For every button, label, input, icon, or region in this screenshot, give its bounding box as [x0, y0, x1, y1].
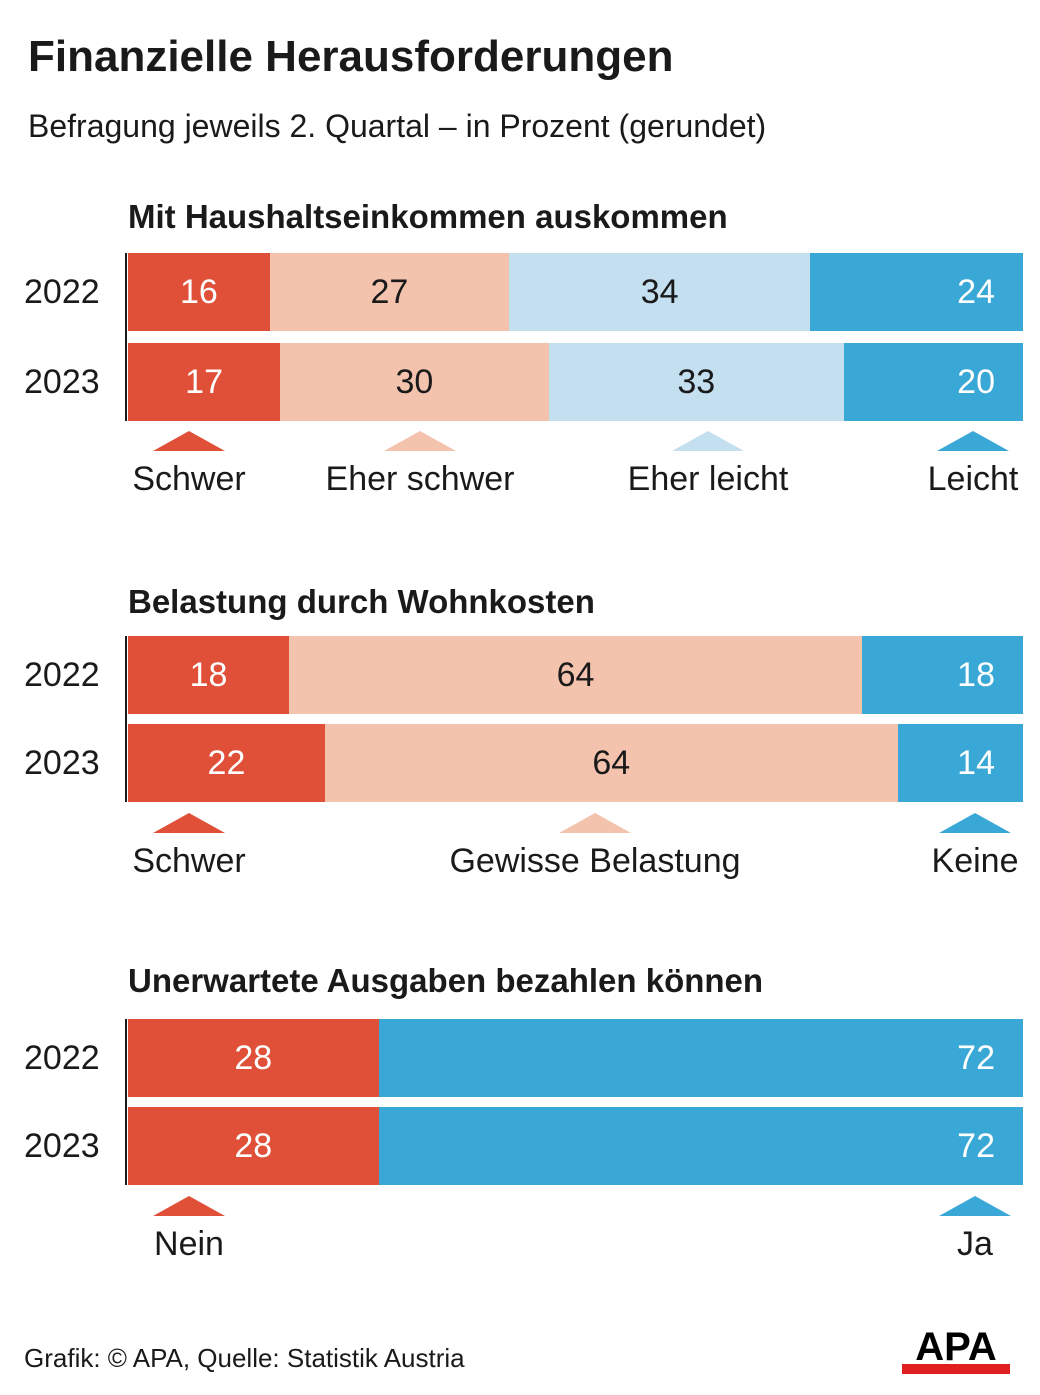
bar-segment: 72	[378, 1107, 1023, 1185]
chart-title: Unerwartete Ausgaben bezahlen können	[128, 962, 764, 999]
bar-value-label: 20	[957, 362, 995, 401]
bar-segment: 72	[378, 1019, 1023, 1097]
bar-value-label: 33	[677, 362, 716, 401]
legend-marker	[937, 431, 1009, 451]
year-label: 2023	[24, 363, 100, 401]
legend-label: Schwer	[132, 460, 246, 498]
stacked-bar: 17 30 33 20	[128, 343, 1023, 421]
bar-segment: 28	[128, 1107, 379, 1185]
bar-value-label: 64	[556, 655, 595, 694]
bar-segment: 18	[861, 636, 1023, 714]
bar-value-label: 22	[207, 743, 246, 782]
bar-value-label: 34	[640, 272, 679, 311]
bar-value-label: 72	[957, 1038, 995, 1077]
legend-label: Eher schwer	[325, 460, 515, 498]
bar-segment: 14	[897, 724, 1023, 802]
bar-segment: 16	[128, 253, 270, 331]
bar-value-label: 16	[179, 272, 218, 311]
bar-segment: 28	[128, 1019, 379, 1097]
bar-segment: 20	[843, 343, 1023, 421]
stacked-bar: 28 72	[128, 1019, 1023, 1097]
legend-marker	[939, 1196, 1011, 1216]
page-subtitle: Befragung jeweils 2. Quartal – in Prozen…	[28, 108, 767, 144]
legend-label: Leicht	[927, 460, 1019, 498]
bar-segment: 17	[128, 343, 281, 421]
legend-marker	[559, 813, 631, 833]
legend-label: Keine	[931, 842, 1019, 880]
source-credit: Grafik: © APA, Quelle: Statistik Austria	[24, 1343, 465, 1373]
page-title: Finanzielle Herausforderungen	[28, 32, 674, 81]
apa-logo: APA	[902, 1325, 1010, 1374]
apa-logo-text: APA	[915, 1325, 996, 1369]
bar-value-label: 28	[234, 1126, 273, 1165]
legend-label: Eher leicht	[627, 460, 789, 498]
stacked-bar: 28 72	[128, 1107, 1023, 1185]
legend-label: Schwer	[132, 842, 246, 880]
bar-value-label: 64	[592, 743, 631, 782]
stacked-bar: 22 64 14	[128, 724, 1023, 802]
apa-logo-bar	[902, 1364, 1010, 1374]
axis-line	[125, 636, 127, 802]
axis-line	[125, 1019, 127, 1185]
chart-title: Belastung durch Wohnkosten	[128, 583, 595, 620]
bar-value-label: 18	[957, 655, 995, 694]
legend-marker	[939, 813, 1011, 833]
bar-segment: 64	[324, 724, 898, 802]
legend-label: Ja	[957, 1225, 993, 1263]
legend-label: Nein	[154, 1225, 224, 1263]
bar-segment: 30	[280, 343, 549, 421]
legend-marker	[153, 813, 225, 833]
year-label: 2023	[24, 744, 100, 782]
year-label: 2022	[24, 656, 100, 694]
bar-segment: 27	[269, 253, 510, 331]
stacked-bar: 18 64 18	[128, 636, 1023, 714]
bar-value-label: 72	[957, 1126, 995, 1165]
bar-value-label: 17	[185, 362, 223, 401]
bar-segment: 33	[548, 343, 844, 421]
year-label: 2023	[24, 1127, 100, 1165]
stacked-bar: 16 27 34 24	[128, 253, 1023, 331]
chart-title: Mit Haushaltseinkommen auskommen	[128, 198, 728, 235]
bar-segment: 22	[128, 724, 325, 802]
bar-value-label: 24	[957, 272, 995, 311]
legend-marker	[384, 431, 456, 451]
legend-label: Gewisse Belastung	[449, 842, 741, 880]
bar-segment: 24	[810, 253, 1023, 331]
bar-value-label: 30	[395, 362, 434, 401]
bar-segment: 34	[509, 253, 811, 331]
legend-marker	[153, 431, 225, 451]
year-label: 2022	[24, 273, 100, 311]
axis-line	[125, 253, 127, 421]
legend-marker	[153, 1196, 225, 1216]
legend-marker	[672, 431, 744, 451]
bar-value-label: 18	[189, 655, 228, 694]
bar-value-label: 27	[370, 272, 409, 311]
bar-segment: 64	[289, 636, 862, 714]
bar-value-label: 14	[957, 743, 995, 782]
year-label: 2022	[24, 1039, 100, 1077]
bar-value-label: 28	[234, 1038, 273, 1077]
bar-segment: 18	[128, 636, 290, 714]
